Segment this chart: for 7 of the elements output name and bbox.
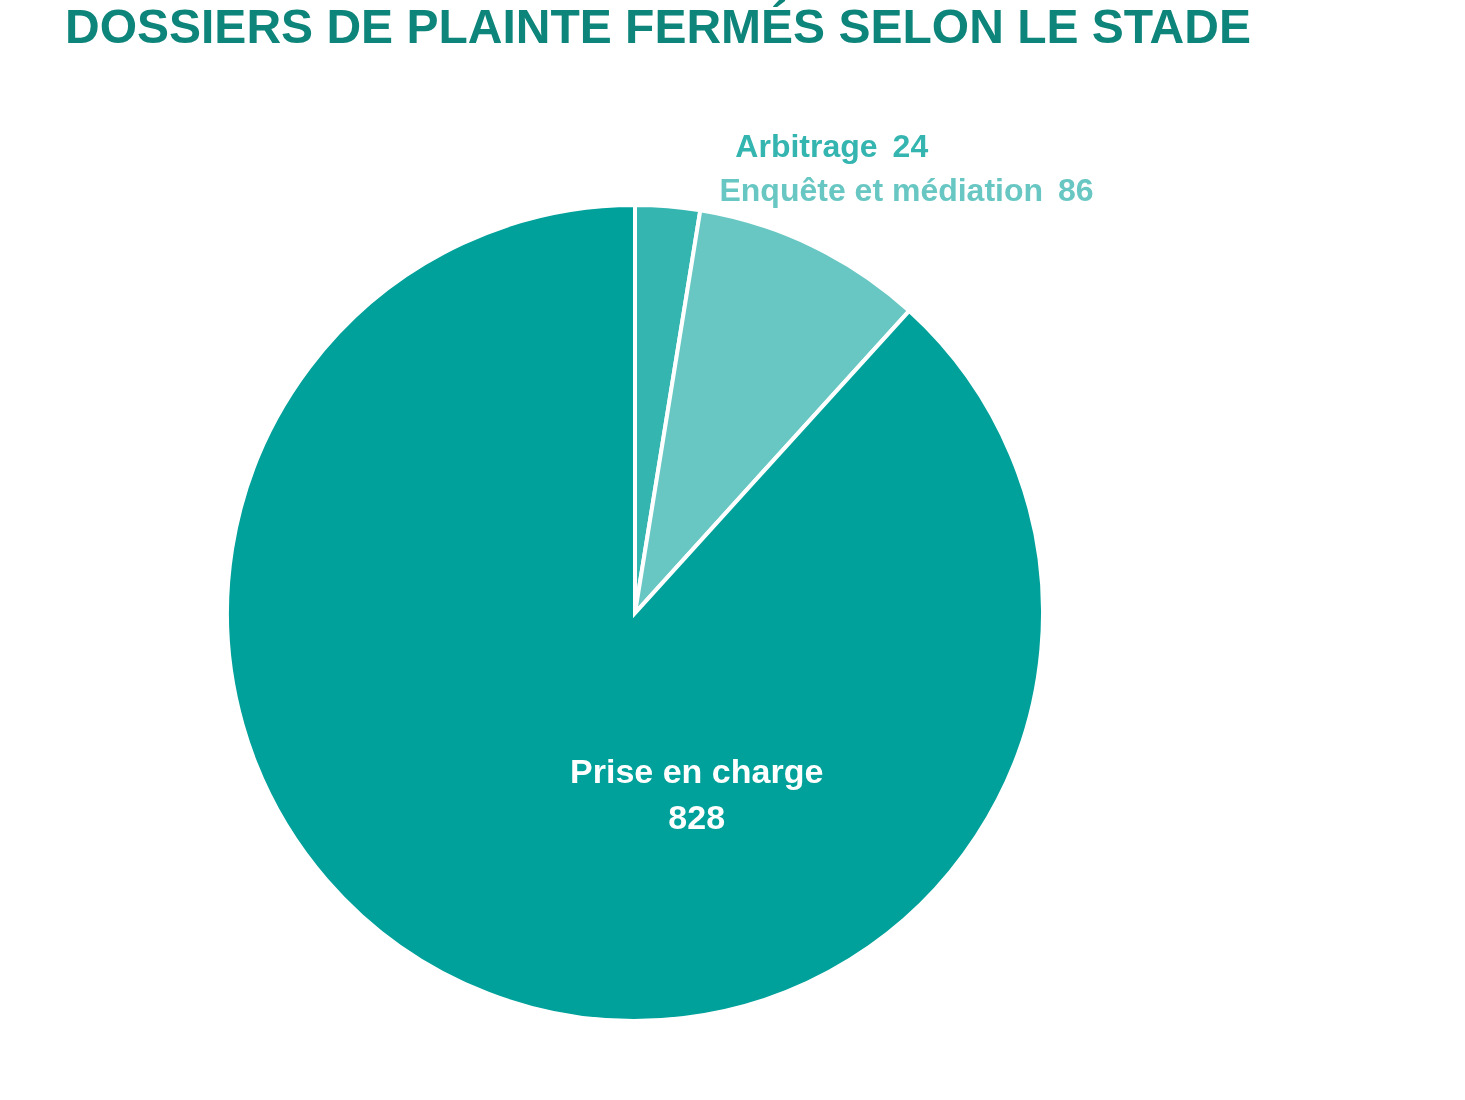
slice-label: Prise en charge (570, 751, 824, 790)
data-label: 86 (1058, 172, 1094, 209)
slice-label: Enquête et médiation (719, 172, 1044, 209)
chart-title: DOSSIERS DE PLAINTE FERMÉS SELON LE STADE (65, 0, 1251, 53)
slice-label: Arbitrage (735, 127, 878, 164)
data-label: 828 (668, 797, 726, 836)
data-label: 24 (892, 127, 929, 164)
